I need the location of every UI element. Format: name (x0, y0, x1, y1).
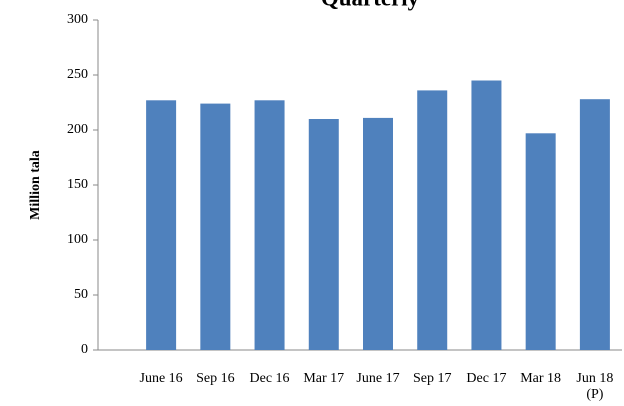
y-tick-label: 100 (67, 232, 88, 247)
y-axis-label: Million tala (28, 150, 43, 220)
x-tick-label: Mar 17 (303, 371, 345, 386)
bar (308, 119, 339, 350)
bar (146, 100, 177, 350)
y-tick-label: 300 (67, 12, 88, 27)
bar (417, 90, 448, 351)
x-tick-label: Dec 16 (249, 371, 290, 386)
bar (200, 103, 231, 350)
y-tick-label: 50 (74, 287, 88, 302)
x-tick-label: June 16 (139, 371, 183, 386)
bar (579, 99, 610, 350)
y-tick-label: 150 (67, 177, 88, 192)
bar (254, 100, 285, 350)
y-tick-label: 200 (67, 122, 88, 137)
y-tick-label: 0 (81, 342, 88, 357)
x-tick-label: Sep 17 (412, 371, 452, 386)
x-tick-label: Dec 17 (466, 371, 507, 386)
bar (525, 133, 556, 350)
y-tick-label: 250 (67, 67, 88, 82)
chart-title: Quarterly (321, 0, 420, 10)
bar (471, 80, 502, 350)
x-tick-label: June 17 (356, 371, 400, 386)
x-tick-label: Jun 18 (P) (576, 371, 614, 402)
bar (363, 117, 393, 351)
x-tick-label: Sep 16 (196, 371, 235, 386)
x-tick-label: Mar 18 (520, 371, 562, 386)
